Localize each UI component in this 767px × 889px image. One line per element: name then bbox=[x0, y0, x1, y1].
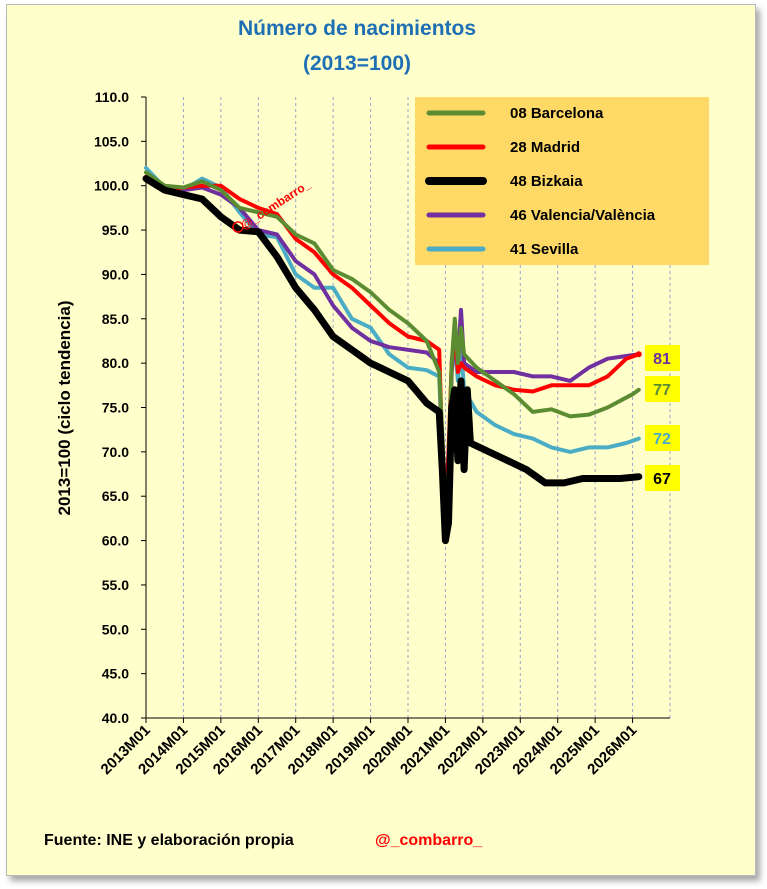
y-tick-label: 105.0 bbox=[94, 133, 129, 149]
y-tick-label: 65.0 bbox=[102, 488, 129, 504]
end-label-value: 81 bbox=[653, 351, 671, 368]
y-tick-label: 80.0 bbox=[102, 355, 129, 371]
legend-label: 46 Valencia/València bbox=[510, 207, 656, 224]
watermark-mark bbox=[232, 221, 244, 233]
legend-label: 41 Sevilla bbox=[510, 241, 579, 258]
y-tick-label: 70.0 bbox=[102, 444, 129, 460]
end-label-box bbox=[645, 425, 680, 451]
end-labels: 81 77 72 67 bbox=[645, 345, 680, 491]
end-label-box bbox=[645, 345, 680, 371]
chart-title-line-2: (2013=100) bbox=[303, 52, 411, 75]
madrid-end-marker bbox=[635, 351, 642, 358]
y-tick-label: 40.0 bbox=[102, 710, 129, 726]
author-handle: @_combarro_ bbox=[375, 832, 483, 849]
y-tick-label: 110.0 bbox=[95, 89, 129, 105]
y-tick-label: 55.0 bbox=[102, 577, 129, 593]
y-tick-label: 100.0 bbox=[94, 178, 129, 194]
end-label-value: 72 bbox=[653, 431, 671, 448]
series-lines bbox=[142, 166, 643, 545]
y-axis-ticks: 40.0 45.0 50.0 55.0 60.0 65.0 70.0 75.0 80.0 85.0… bbox=[94, 89, 146, 726]
x-axis-ticks: 2013M012014M012015M012016M012017M012018M… bbox=[98, 718, 640, 778]
legend-label: 08 Barcelona bbox=[510, 105, 604, 122]
legend-label: 28 Madrid bbox=[510, 139, 580, 156]
y-tick-label: 60.0 bbox=[102, 533, 129, 549]
y-tick-label: 85.0 bbox=[102, 311, 129, 327]
y-tick-label: 50.0 bbox=[102, 621, 129, 637]
y-tick-label: 45.0 bbox=[102, 666, 129, 682]
source-text: Fuente: INE y elaboración propia bbox=[44, 832, 294, 849]
series-line-2 bbox=[142, 175, 643, 545]
y-tick-label: 95.0 bbox=[102, 222, 129, 238]
end-label-box bbox=[645, 376, 680, 402]
end-label-value: 77 bbox=[653, 382, 671, 399]
end-label-box bbox=[645, 465, 680, 491]
y-axis-label: 2013=100 (ciclo tendencia) bbox=[55, 301, 74, 516]
y-tick-label: 75.0 bbox=[102, 400, 129, 416]
watermark: @_combarro_ bbox=[232, 177, 313, 233]
legend: 08 Barcelona 28 Madrid 48 Bizkaia 46 Valenc… bbox=[415, 97, 709, 265]
y-tick-label: 90.0 bbox=[102, 266, 129, 282]
legend-label: 48 Bizkaia bbox=[510, 173, 583, 190]
end-label-value: 67 bbox=[653, 471, 671, 488]
chart-title-line-1: Número de nacimientos bbox=[238, 17, 476, 40]
